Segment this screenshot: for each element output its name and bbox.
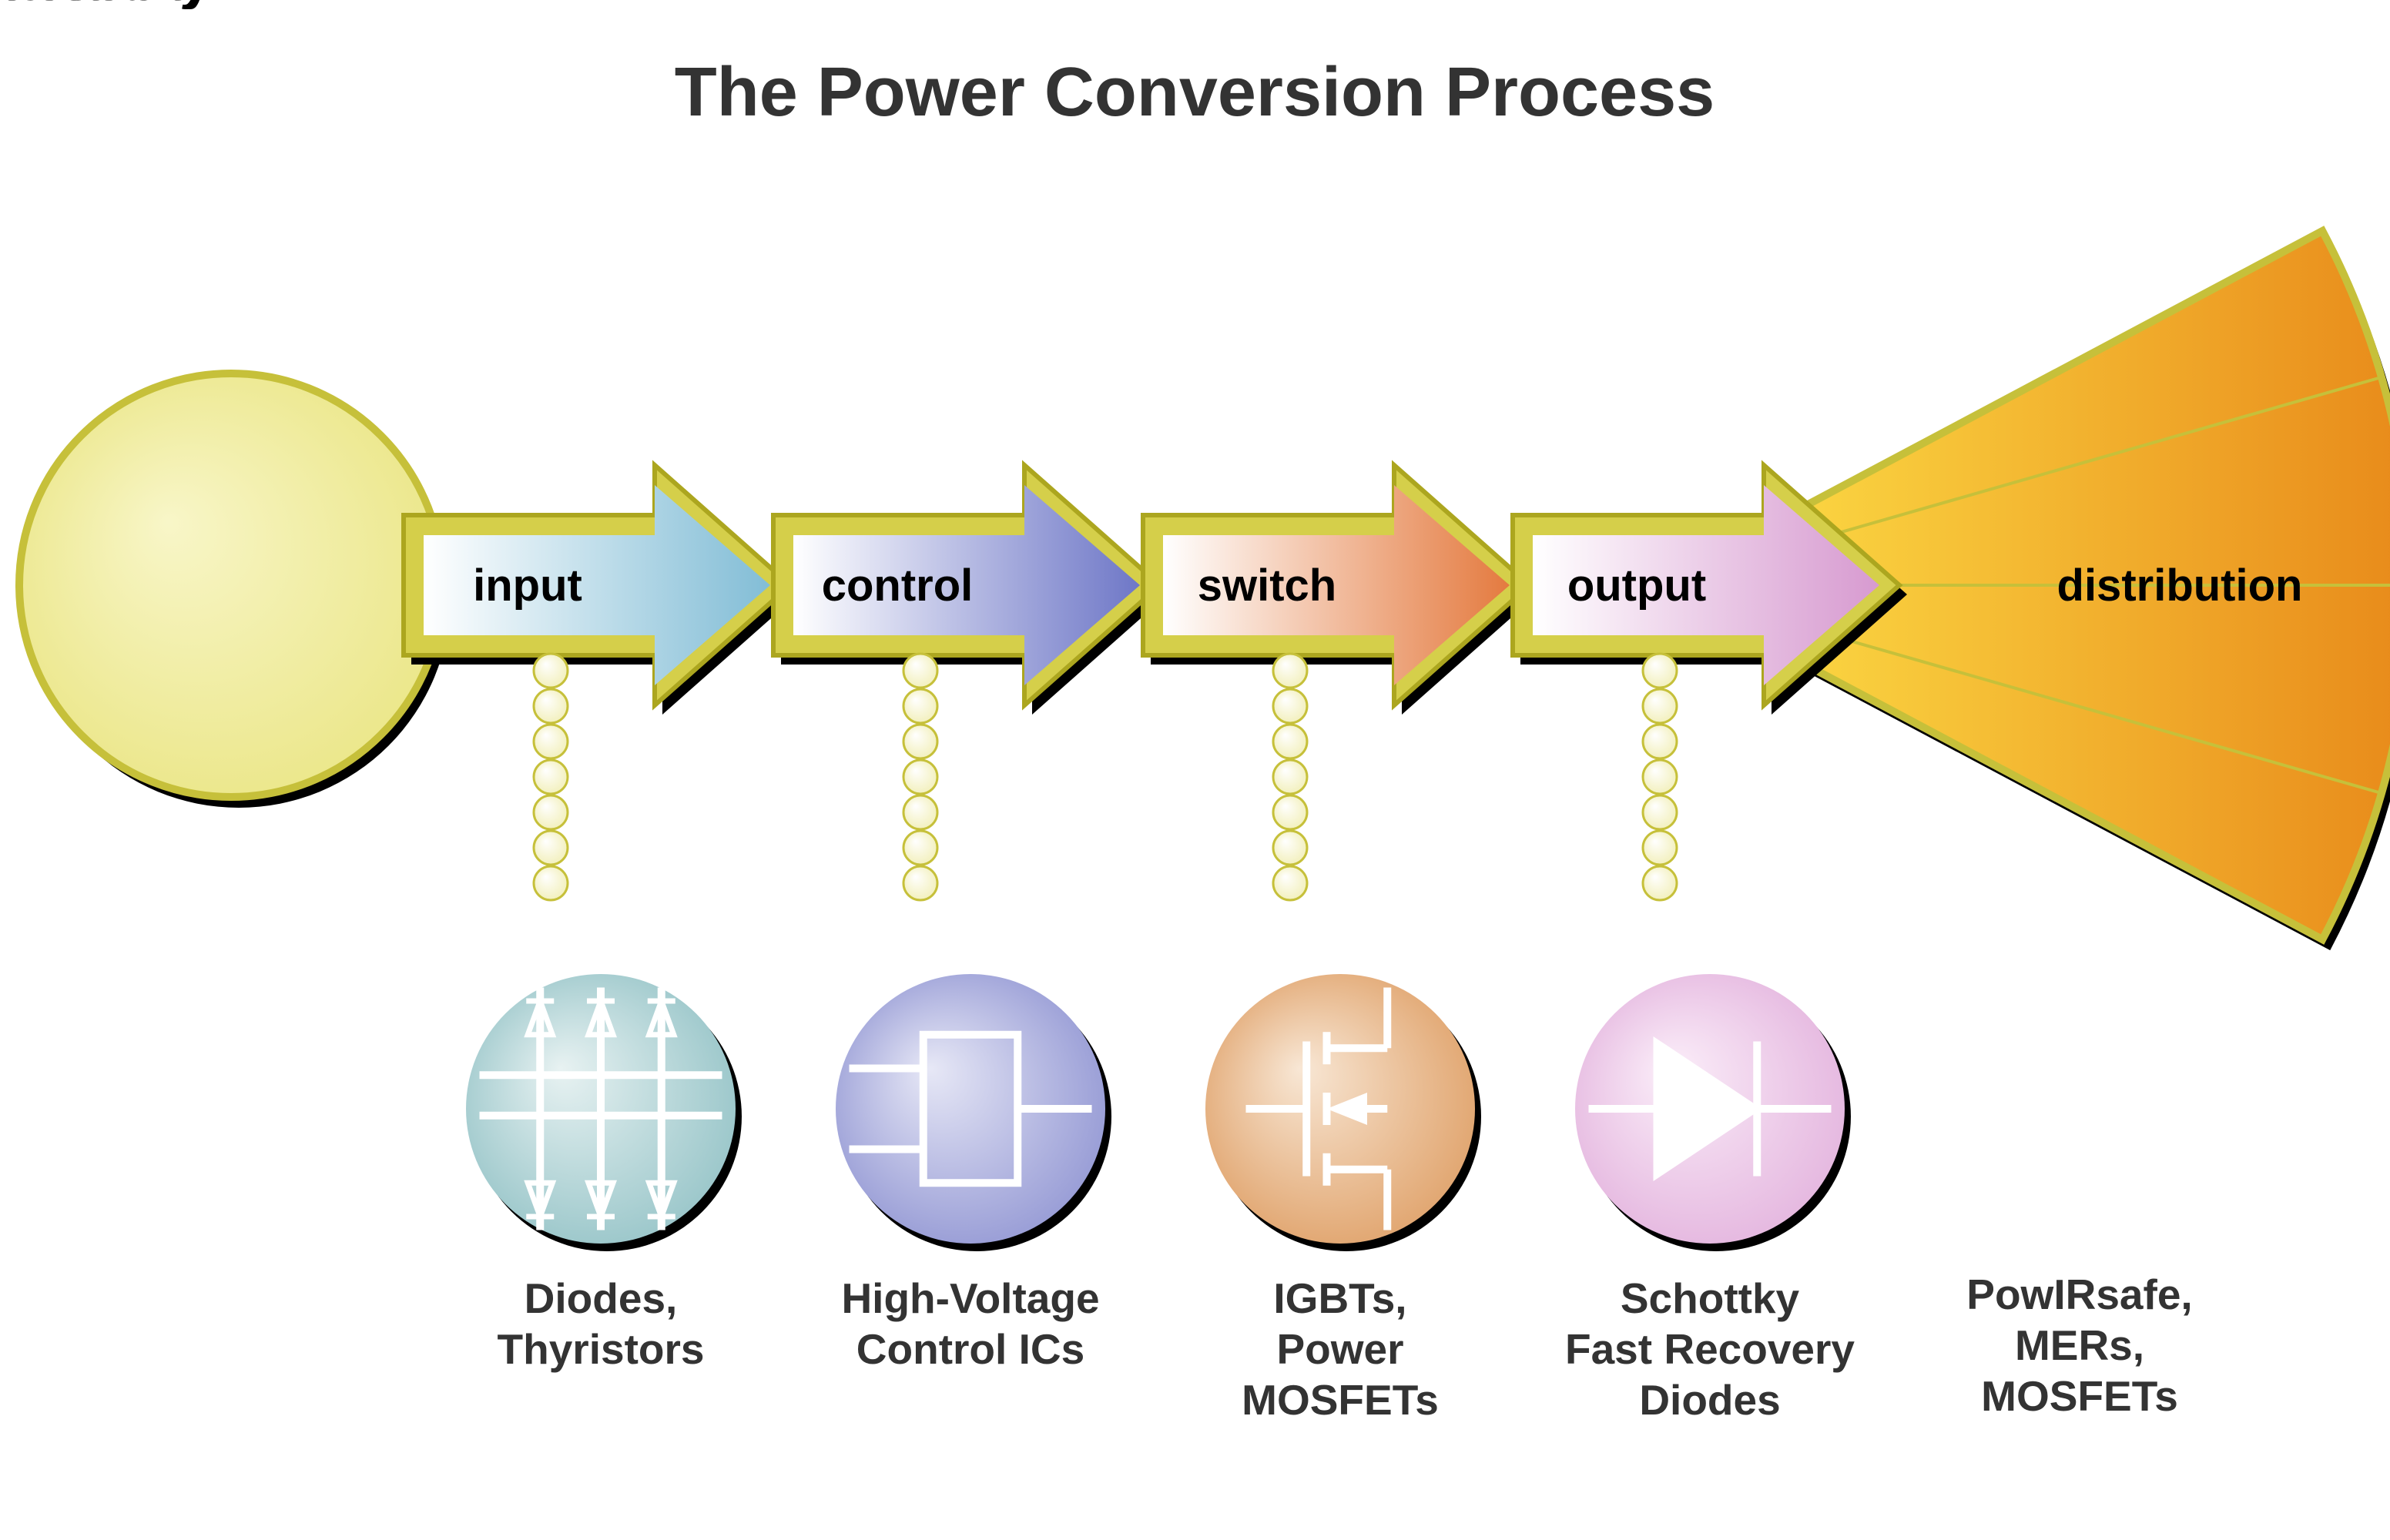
bead bbox=[1273, 831, 1307, 865]
extra-caption-0: PowIRsafe, bbox=[1966, 1270, 2192, 1318]
bead bbox=[1273, 654, 1307, 688]
bead bbox=[1643, 689, 1677, 723]
bead bbox=[903, 795, 937, 829]
caption-control-1: Control ICs bbox=[856, 1325, 1084, 1373]
bead bbox=[534, 866, 568, 900]
caption-control-0: High-Voltage bbox=[841, 1274, 1099, 1322]
bead bbox=[534, 689, 568, 723]
bead bbox=[534, 725, 568, 758]
arrow-label-input: input bbox=[473, 561, 582, 611]
caption-input-1: Thyristors bbox=[498, 1325, 705, 1373]
bead bbox=[1273, 795, 1307, 829]
extra-caption-1: MERs, bbox=[2015, 1321, 2144, 1369]
bead bbox=[534, 831, 568, 865]
bead bbox=[1273, 725, 1307, 758]
caption-switch-0: IGBTs, bbox=[1273, 1274, 1406, 1322]
bead bbox=[1273, 866, 1307, 900]
bead bbox=[1643, 866, 1677, 900]
start-label: electricity bbox=[0, 0, 211, 10]
caption-input-0: Diodes, bbox=[525, 1274, 678, 1322]
bead bbox=[903, 725, 937, 758]
bead bbox=[1643, 831, 1677, 865]
bead bbox=[903, 689, 937, 723]
arrow-label-output: output bbox=[1567, 561, 1706, 611]
page-title: The Power Conversion Process bbox=[675, 54, 1715, 131]
bead bbox=[534, 654, 568, 688]
fan-label-mid: distribution bbox=[2057, 561, 2303, 611]
bead bbox=[1273, 760, 1307, 794]
bead bbox=[903, 866, 937, 900]
caption-switch-2: MOSFETs bbox=[1242, 1376, 1439, 1424]
bead bbox=[1643, 760, 1677, 794]
bead bbox=[903, 654, 937, 688]
caption-output-2: Diodes bbox=[1639, 1376, 1780, 1424]
arrow-label-switch: switch bbox=[1198, 561, 1337, 611]
bead bbox=[1643, 795, 1677, 829]
caption-output-0: Schottky bbox=[1621, 1274, 1800, 1322]
caption-output-1: Fast Recovery bbox=[1565, 1325, 1855, 1373]
bead bbox=[903, 831, 937, 865]
caption-switch-1: Power bbox=[1276, 1325, 1403, 1373]
bead bbox=[1273, 689, 1307, 723]
start-circle bbox=[19, 373, 443, 797]
bead bbox=[1643, 654, 1677, 688]
bead bbox=[1643, 725, 1677, 758]
bead bbox=[903, 760, 937, 794]
bead bbox=[534, 760, 568, 794]
bead bbox=[534, 795, 568, 829]
arrow-label-control: control bbox=[822, 561, 974, 611]
extra-caption-2: MOSFETs bbox=[1981, 1372, 2178, 1420]
